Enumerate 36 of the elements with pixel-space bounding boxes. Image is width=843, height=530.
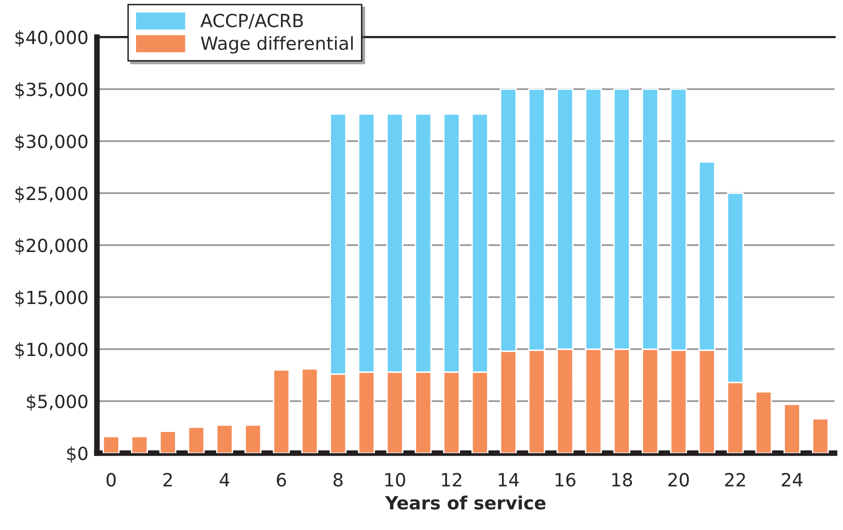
bar: [216, 424, 234, 454]
y-tick-label: $5,000: [26, 394, 88, 411]
x-tick-label: 2: [163, 472, 172, 486]
bar: [159, 430, 176, 454]
x-tick-label: 10: [385, 472, 406, 487]
bar: [131, 436, 148, 454]
y-tick-label: $25,000: [15, 186, 88, 203]
x-tick-label: 20: [668, 472, 689, 487]
y-tick-label: $35,000: [15, 82, 88, 99]
y-tick-label: $0: [67, 446, 88, 463]
y-tick-label: $10,000: [15, 342, 88, 359]
x-tick-label: 12: [442, 472, 462, 486]
bar: [188, 426, 205, 454]
x-tick-label: 18: [612, 472, 632, 487]
y-tick-label: $20,000: [15, 238, 88, 255]
y-tick-label: $30,000: [15, 134, 88, 151]
x-tick-label: 14: [498, 473, 519, 486]
x-tick-label: 22: [725, 472, 745, 486]
y-tick-label: $40,000: [15, 30, 88, 47]
x-tick-label: 0: [106, 472, 116, 487]
y-tick-label: $15,000: [15, 290, 88, 307]
bar: [755, 391, 772, 454]
bar: [301, 368, 318, 454]
bar: [812, 418, 829, 454]
legend-label: ACCP/ACRB: [200, 14, 303, 29]
bar: [784, 404, 801, 454]
x-tick-label: 16: [556, 472, 576, 487]
legend-label: Wage differential: [200, 36, 353, 54]
x-tick-label: 4: [220, 473, 230, 486]
x-tick-label: 8: [334, 472, 343, 487]
bar: [102, 436, 120, 454]
x-axis-title: Years of service: [385, 496, 546, 510]
x-tick-label: 6: [276, 472, 286, 487]
bar: [272, 369, 290, 454]
bar: [244, 424, 262, 454]
x-tick-label: 24: [782, 472, 802, 486]
